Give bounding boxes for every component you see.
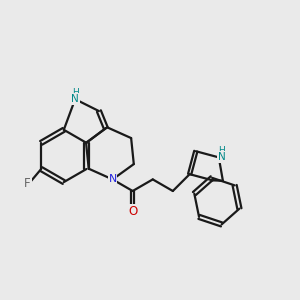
- Text: N: N: [218, 152, 226, 162]
- Text: H: H: [218, 146, 225, 155]
- Text: N: N: [109, 174, 117, 184]
- Text: H: H: [72, 88, 79, 97]
- Text: F: F: [24, 176, 31, 190]
- Text: O: O: [128, 205, 137, 218]
- Text: N: N: [71, 94, 79, 104]
